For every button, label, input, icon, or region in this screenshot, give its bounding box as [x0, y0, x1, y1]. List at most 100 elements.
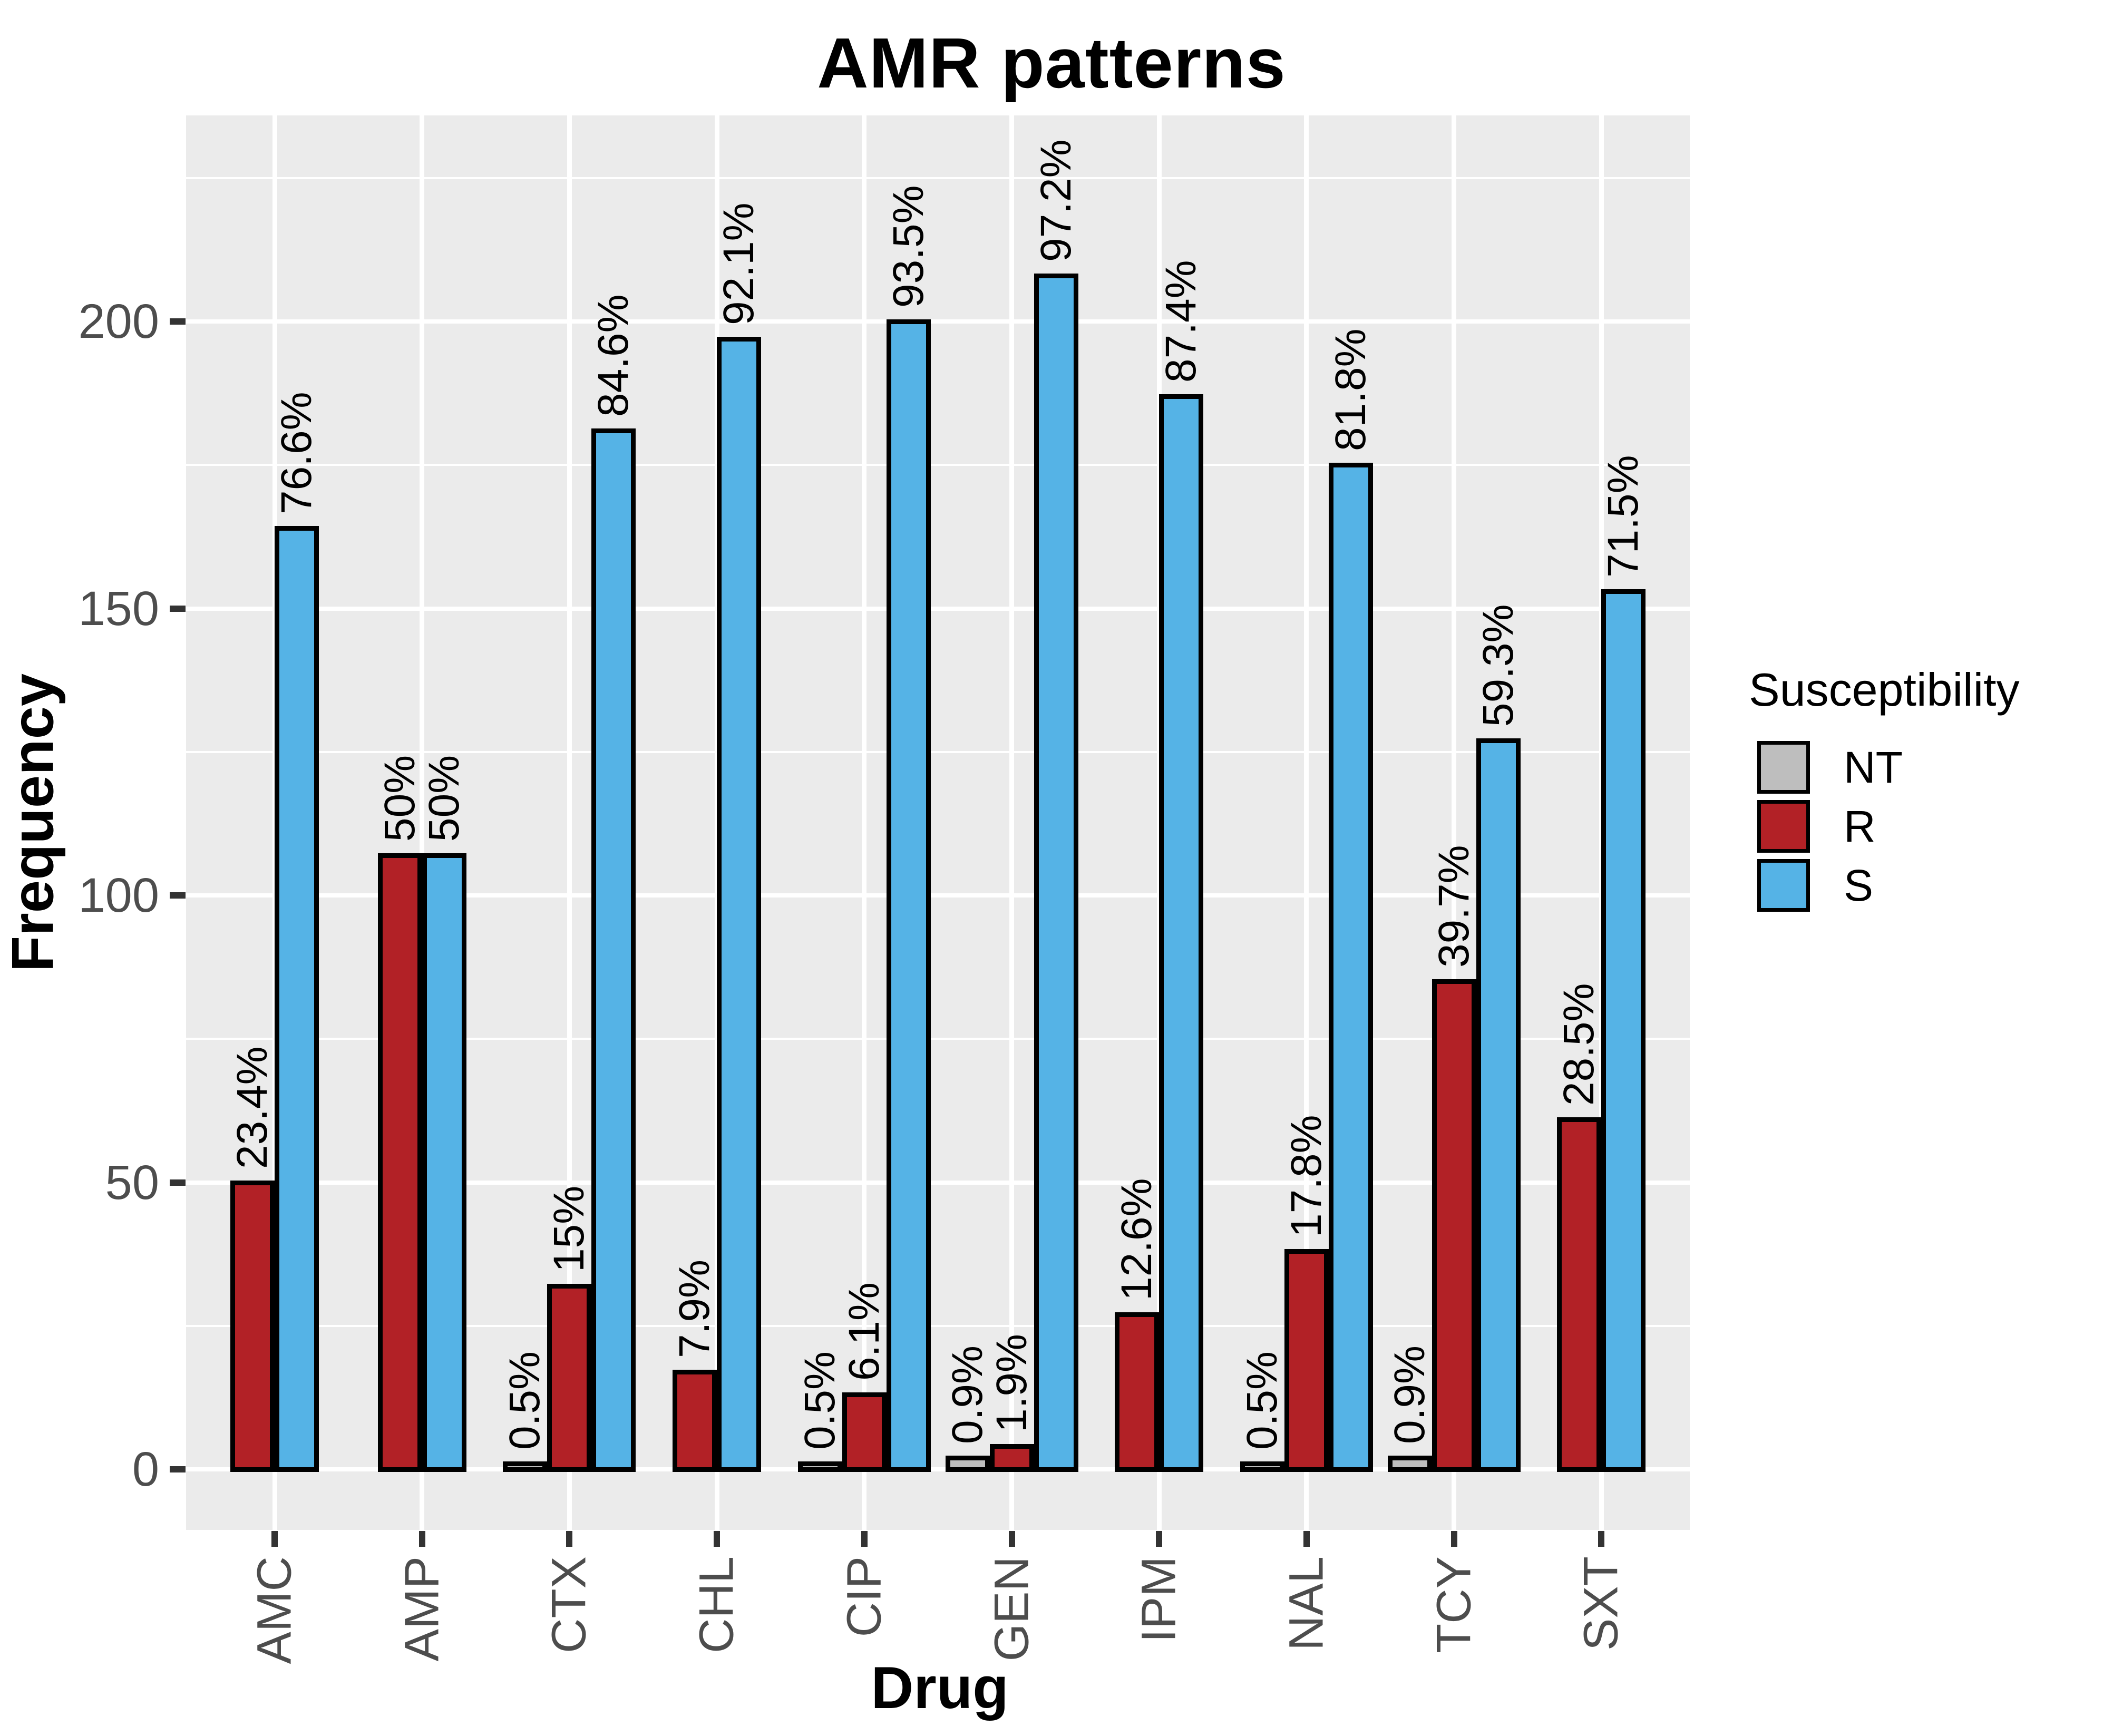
- legend-item-s: S: [1749, 859, 2020, 912]
- bar-label-ctx-s: 84.6%: [589, 294, 638, 417]
- bar-cip-s: [886, 319, 931, 1472]
- x-tick-mark: [1598, 1531, 1605, 1547]
- major-gridline-vertical: [1452, 115, 1457, 1530]
- bar-label-ctx-r: 15%: [545, 1185, 593, 1272]
- bar-ipm-s: [1159, 394, 1204, 1472]
- x-tick-mark: [566, 1531, 573, 1547]
- y-tick-mark: [170, 892, 186, 899]
- bar-sxt-s: [1601, 589, 1646, 1472]
- x-tick-mark: [714, 1531, 721, 1547]
- bar-tcy-r: [1432, 979, 1476, 1472]
- x-tick-label-chl: CHL: [689, 1556, 744, 1654]
- x-tick-mark: [1450, 1531, 1457, 1547]
- chart-title: AMR patterns: [817, 23, 1286, 103]
- bar-tcy-s: [1476, 738, 1521, 1472]
- bar-label-nal-r: 17.8%: [1282, 1115, 1330, 1238]
- x-tick-label-nal: NAL: [1279, 1556, 1333, 1651]
- bar-label-amp-r: 50%: [375, 755, 424, 842]
- y-tick-label-100: 100: [78, 869, 160, 922]
- legend-item-nt: NT: [1749, 741, 2020, 794]
- bar-gen-nt: [945, 1456, 990, 1472]
- x-tick-label-cip: CIP: [837, 1556, 891, 1637]
- bar-label-cip-nt: 0.5%: [795, 1351, 844, 1450]
- major-gridline: [186, 1467, 1690, 1471]
- bar-gen-r: [989, 1444, 1034, 1472]
- minor-gridline: [186, 1324, 1690, 1327]
- bar-label-cip-s: 93.5%: [884, 185, 932, 308]
- bar-label-ipm-s: 87.4%: [1157, 260, 1205, 383]
- x-tick-mark: [1156, 1531, 1163, 1547]
- x-tick-mark: [1008, 1531, 1015, 1547]
- legend-label-s: S: [1844, 861, 1874, 910]
- legend-item-r: R: [1749, 800, 2020, 853]
- bar-label-tcy-r: 39.7%: [1429, 845, 1478, 968]
- y-tick-mark: [170, 1466, 186, 1472]
- bar-label-amp-s: 50%: [420, 755, 468, 842]
- minor-gridline: [186, 464, 1690, 466]
- bar-label-amc-r: 23.4%: [228, 1046, 276, 1169]
- bar-label-nal-nt: 0.5%: [1238, 1351, 1286, 1450]
- bar-nal-r: [1284, 1249, 1329, 1472]
- minor-gridline: [186, 177, 1690, 179]
- x-tick-label-ctx: CTX: [542, 1556, 596, 1653]
- x-tick-label-sxt: SXT: [1574, 1556, 1628, 1651]
- bar-tcy-nt: [1387, 1456, 1432, 1472]
- major-gridline-vertical: [567, 115, 572, 1530]
- legend-key-nt-swatch: [1757, 741, 1810, 794]
- bar-label-tcy-nt: 0.9%: [1385, 1345, 1434, 1445]
- bar-ctx-r: [547, 1283, 592, 1472]
- x-tick-mark: [418, 1531, 425, 1547]
- bar-label-tcy-s: 59.3%: [1474, 604, 1522, 727]
- x-tick-mark: [271, 1531, 278, 1547]
- legend: Susceptibility NT R S: [1749, 663, 2020, 918]
- bar-label-gen-nt: 0.9%: [943, 1345, 991, 1445]
- bar-label-chl-s: 92.1%: [715, 202, 763, 325]
- bar-amc-s: [275, 526, 319, 1472]
- y-tick-mark: [170, 1179, 186, 1186]
- bar-label-gen-r: 1.9%: [987, 1334, 1036, 1433]
- x-tick-label-gen: GEN: [985, 1556, 1038, 1662]
- major-gridline: [186, 1180, 1690, 1185]
- bar-label-amc-s: 76.6%: [272, 392, 320, 515]
- y-tick-mark: [170, 318, 186, 325]
- legend-title: Susceptibility: [1749, 664, 2020, 716]
- major-gridline: [186, 606, 1690, 611]
- legend-label-r: R: [1844, 802, 1876, 851]
- bar-label-chl-r: 7.9%: [670, 1259, 719, 1358]
- y-tick-label-200: 200: [78, 295, 160, 348]
- x-tick-mark: [1303, 1531, 1310, 1547]
- bar-label-cip-r: 6.1%: [840, 1282, 888, 1381]
- bar-ctx-s: [591, 428, 636, 1472]
- bar-label-gen-s: 97.2%: [1031, 139, 1080, 262]
- minor-gridline: [186, 1038, 1690, 1040]
- bar-sxt-r: [1557, 1117, 1602, 1472]
- bar-label-ctx-nt: 0.5%: [501, 1351, 549, 1450]
- legend-key-r-swatch: [1757, 800, 1810, 853]
- bar-label-sxt-r: 28.5%: [1555, 983, 1603, 1106]
- y-tick-label-0: 0: [132, 1442, 159, 1496]
- y-tick-label-50: 50: [105, 1155, 159, 1210]
- y-tick-label-150: 150: [78, 581, 160, 636]
- bar-amc-r: [230, 1180, 275, 1472]
- y-axis-title: Frequency: [0, 673, 66, 972]
- bar-ipm-r: [1115, 1312, 1160, 1472]
- bar-cip-r: [842, 1392, 887, 1472]
- major-gridline-vertical: [1304, 115, 1309, 1530]
- x-tick-label-amc: AMC: [247, 1556, 301, 1664]
- bar-gen-s: [1034, 273, 1078, 1472]
- x-axis-title: Drug: [871, 1655, 1009, 1721]
- bar-amp-s: [422, 853, 466, 1472]
- x-tick-label-tcy: TCY: [1427, 1556, 1481, 1653]
- legend-label-nt: NT: [1844, 743, 1903, 792]
- bar-chl-r: [673, 1369, 717, 1472]
- major-gridline-vertical: [862, 115, 867, 1530]
- bar-ctx-nt: [503, 1461, 548, 1472]
- bar-label-ipm-r: 12.6%: [1113, 1178, 1161, 1301]
- legend-key-s-swatch: [1757, 859, 1810, 912]
- y-tick-mark: [170, 605, 186, 612]
- bar-chl-s: [717, 336, 762, 1472]
- major-gridline-vertical: [1009, 115, 1014, 1530]
- minor-gridline: [186, 750, 1690, 753]
- bar-nal-s: [1328, 463, 1373, 1472]
